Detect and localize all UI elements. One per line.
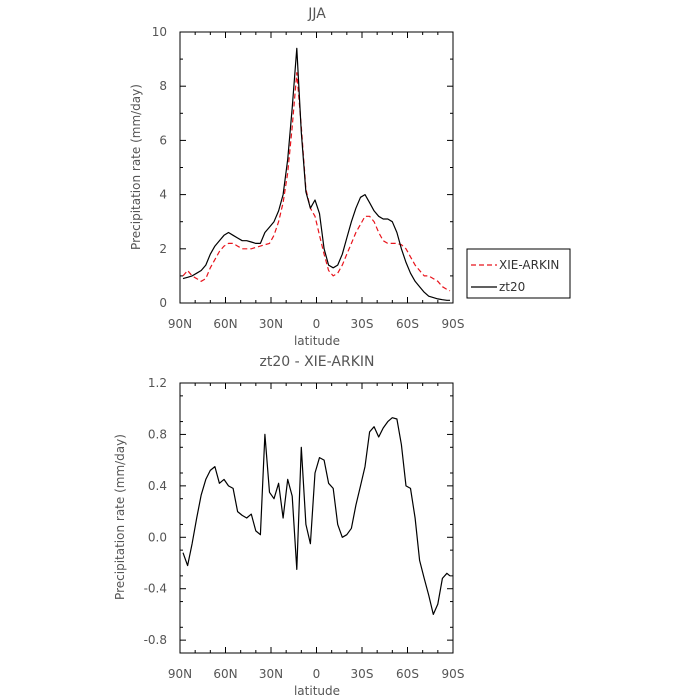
bottom-chart-title: zt20 - XIE-ARKIN xyxy=(259,354,374,370)
bottom-plot-frame xyxy=(179,382,454,654)
top-y-axis-label: Precipitation rate (mm/day) xyxy=(129,84,143,250)
bottom-x-tick-label: 60N xyxy=(213,667,237,681)
legend-label-zt20: zt20 xyxy=(499,280,525,294)
top-x-tick-label: 60N xyxy=(213,317,237,331)
bottom-x-tick-label: 30S xyxy=(351,667,374,681)
bottom-series-line-difference xyxy=(182,417,451,616)
bottom-y-tick-label: 0.4 xyxy=(148,479,167,493)
top-y-tick-label: 10 xyxy=(152,25,167,39)
top-x-tick-label: 90S xyxy=(442,317,465,331)
bottom-panel: zt20 - XIE-ARKIN 90N 60N 30N 0 30S 60S 90S 1.2 0… xyxy=(113,354,464,698)
bottom-x-tick-label: 0 xyxy=(313,667,321,681)
top-plot-frame xyxy=(179,31,454,304)
top-y-tick-label: 4 xyxy=(159,188,167,202)
top-y-tick-label: 0 xyxy=(159,296,167,310)
top-y-tick-label: 6 xyxy=(159,133,167,147)
bottom-y-tick-label: 1.2 xyxy=(148,376,167,390)
bottom-y-tick-label: -0.8 xyxy=(144,633,167,647)
top-x-axis-label: latitude xyxy=(294,334,340,348)
bottom-y-tick-label: 0.0 xyxy=(148,530,167,544)
top-x-tick-label: 30N xyxy=(259,317,283,331)
top-x-tick-label: 90N xyxy=(168,317,192,331)
bottom-x-axis-label: latitude xyxy=(294,684,340,698)
legend-label-xie-arkin: XIE-ARKIN xyxy=(499,258,559,272)
top-y-tick-label: 2 xyxy=(159,242,167,256)
top-chart-title: JJA xyxy=(307,6,326,22)
top-x-tick-label: 0 xyxy=(313,317,321,331)
legend: XIE-ARKIN zt20 xyxy=(466,248,571,299)
bottom-y-axis-label: Precipitation rate (mm/day) xyxy=(113,434,127,600)
top-series-line-zt20 xyxy=(182,47,450,301)
legend-box xyxy=(466,248,571,299)
bottom-x-tick-label: 90N xyxy=(168,667,192,681)
bottom-x-tick-label: 60S xyxy=(396,667,419,681)
bottom-axis-ticks: 90N 60N 30N 0 30S 60S 90S 1.2 0.8 0.4 0.0 -0.4 -0.8 xyxy=(144,376,465,681)
bottom-x-tick-label: 90S xyxy=(442,667,465,681)
top-x-tick-label: 60S xyxy=(396,317,419,331)
bottom-data-lines xyxy=(182,417,451,616)
top-axis-ticks: 90N 60N 30N 0 30S 60S 90S 0 2 4 6 8 10 xyxy=(152,25,465,331)
top-data-lines xyxy=(182,47,451,301)
top-series-line-xie-arkin xyxy=(182,72,451,292)
top-y-tick-label: 8 xyxy=(159,79,167,93)
bottom-x-tick-label: 30N xyxy=(259,667,283,681)
bottom-y-tick-label: -0.4 xyxy=(144,582,167,596)
bottom-y-tick-label: 0.8 xyxy=(148,427,167,441)
top-x-tick-label: 30S xyxy=(351,317,374,331)
